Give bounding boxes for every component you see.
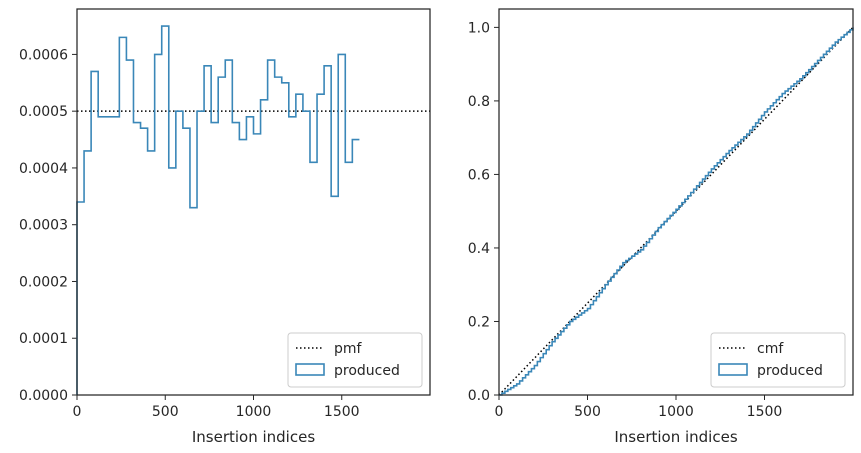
y-tick-label: 1.0 bbox=[468, 20, 490, 36]
y-tick-label: 0.0 bbox=[468, 388, 490, 404]
produced-cumulative-step bbox=[499, 27, 854, 396]
left-legend-box bbox=[287, 332, 423, 388]
x-tick-label: 1000 bbox=[658, 404, 694, 420]
cmf-reference-line bbox=[498, 26, 854, 396]
legend-cmf-label: cmf bbox=[757, 341, 784, 357]
y-tick-label: 0.6 bbox=[468, 167, 490, 183]
y-tick-label: 0.8 bbox=[468, 94, 490, 110]
y-tick-label: 0.0000 bbox=[19, 388, 68, 404]
y-tick-label: 0.0003 bbox=[19, 218, 68, 234]
y-tick-label: 0.0005 bbox=[19, 104, 68, 120]
left-legend: pmf produced bbox=[287, 332, 423, 388]
x-tick-label: 1500 bbox=[747, 404, 783, 420]
legend-pmf-label: pmf bbox=[334, 341, 363, 357]
legend-produced-label: produced bbox=[334, 363, 400, 379]
right-chart-ticks: 0 500 1000 1500 0.0 0.2 0.4 0.6 0.8 1.0 bbox=[468, 20, 783, 420]
x-tick-label: 500 bbox=[574, 404, 601, 420]
y-tick-label: 0.0001 bbox=[19, 331, 68, 347]
y-tick-label: 0.0006 bbox=[19, 47, 68, 63]
left-chart-panel: 0 500 1000 1500 0.0000 0.0001 0.0002 0.0003 0.00… bbox=[19, 8, 431, 446]
x-tick-label: 1000 bbox=[236, 404, 272, 420]
right-legend-box bbox=[710, 332, 846, 388]
x-tick-label: 500 bbox=[152, 404, 179, 420]
legend-produced-label: produced bbox=[757, 363, 823, 379]
x-tick-label: 1500 bbox=[324, 404, 360, 420]
y-tick-label: 0.2 bbox=[468, 314, 490, 330]
y-tick-label: 0.4 bbox=[468, 241, 490, 257]
y-tick-label: 0.0004 bbox=[19, 161, 68, 177]
right-plot-frame bbox=[498, 8, 854, 396]
right-chart-panel: 0 500 1000 1500 0.0 0.2 0.4 0.6 0.8 1.0 Insertion… bbox=[468, 8, 854, 446]
y-tick-label: 0.0002 bbox=[19, 274, 68, 290]
legend-produced-swatch bbox=[295, 363, 325, 376]
x-tick-label: 0 bbox=[73, 404, 82, 420]
x-tick-label: 0 bbox=[495, 404, 504, 420]
right-x-axis-label: Insertion indices bbox=[614, 428, 737, 446]
right-legend: cmf produced bbox=[710, 332, 846, 388]
left-plot-frame bbox=[76, 8, 431, 396]
left-chart-ticks: 0 500 1000 1500 0.0000 0.0001 0.0002 0.0003 0.00… bbox=[19, 47, 360, 420]
left-x-axis-label: Insertion indices bbox=[192, 428, 315, 446]
produced-histogram-step bbox=[76, 25, 360, 395]
legend-produced-swatch bbox=[718, 363, 748, 376]
